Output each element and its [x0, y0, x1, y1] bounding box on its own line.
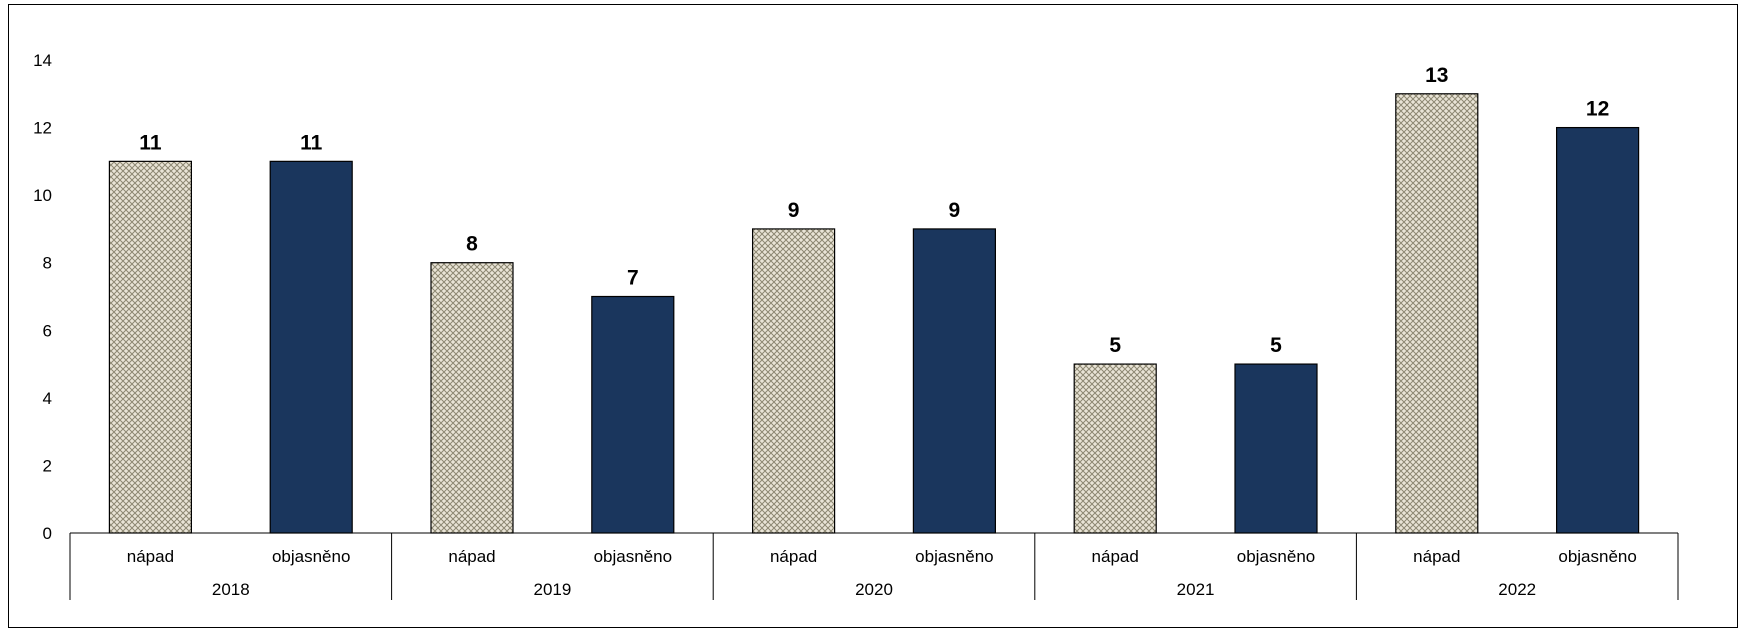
x-subcategory-label: nápad — [448, 547, 495, 566]
y-tick-label: 0 — [43, 524, 52, 543]
x-subcategory-label: objasněno — [1237, 547, 1315, 566]
bar-napad — [108, 160, 193, 534]
y-tick-label: 12 — [33, 119, 52, 138]
x-subcategory-label: nápad — [1092, 547, 1139, 566]
bar-napad — [1073, 363, 1157, 534]
y-tick-label: 14 — [33, 51, 52, 70]
data-label: 7 — [627, 267, 639, 290]
y-tick-label: 2 — [43, 456, 52, 475]
y-tick-label: 4 — [43, 389, 52, 408]
data-labels: 11 11 8 7 9 9 5 5 13 12 — [139, 64, 1609, 357]
bars — [108, 93, 1640, 534]
x-group-label: 2019 — [533, 580, 571, 599]
data-label: 11 — [300, 131, 323, 154]
x-subcategory-label: objasněno — [594, 547, 672, 566]
x-group-label: 2020 — [855, 580, 893, 599]
data-label: 8 — [466, 233, 478, 256]
bar-objasneno — [591, 295, 675, 534]
x-axis: nápad objasněno 2018 nápad objasněno 2019 nápa… — [69, 532, 1679, 600]
data-label: 11 — [139, 131, 162, 154]
y-tick-label: 8 — [43, 254, 52, 273]
data-label: 12 — [1586, 98, 1609, 121]
bar-objasneno — [269, 160, 353, 534]
bar-objasneno — [1555, 126, 1640, 534]
data-label: 9 — [788, 199, 800, 222]
y-axis: 0 2 4 6 8 10 12 14 — [33, 51, 52, 543]
x-group-label: 2018 — [212, 580, 250, 599]
bar-objasneno — [912, 228, 997, 534]
data-label: 5 — [1109, 334, 1121, 357]
bar-napad — [430, 262, 514, 534]
x-subcategory-label: nápad — [770, 547, 817, 566]
x-subcategory-label: objasněno — [1558, 547, 1636, 566]
y-tick-label: 10 — [33, 186, 52, 205]
x-subcategory-label: nápad — [1413, 547, 1460, 566]
x-group-label: 2022 — [1498, 580, 1536, 599]
bar-napad — [751, 228, 836, 534]
x-subcategory-label: nápad — [127, 547, 174, 566]
x-group-label: 2021 — [1177, 580, 1215, 599]
bar-objasneno — [1234, 363, 1318, 534]
data-label: 13 — [1425, 64, 1448, 87]
data-label: 9 — [949, 199, 961, 222]
data-label: 5 — [1270, 334, 1282, 357]
y-tick-label: 6 — [43, 321, 52, 340]
bar-napad — [1395, 93, 1479, 534]
x-subcategory-label: objasněno — [915, 547, 993, 566]
x-subcategory-label: objasněno — [272, 547, 350, 566]
